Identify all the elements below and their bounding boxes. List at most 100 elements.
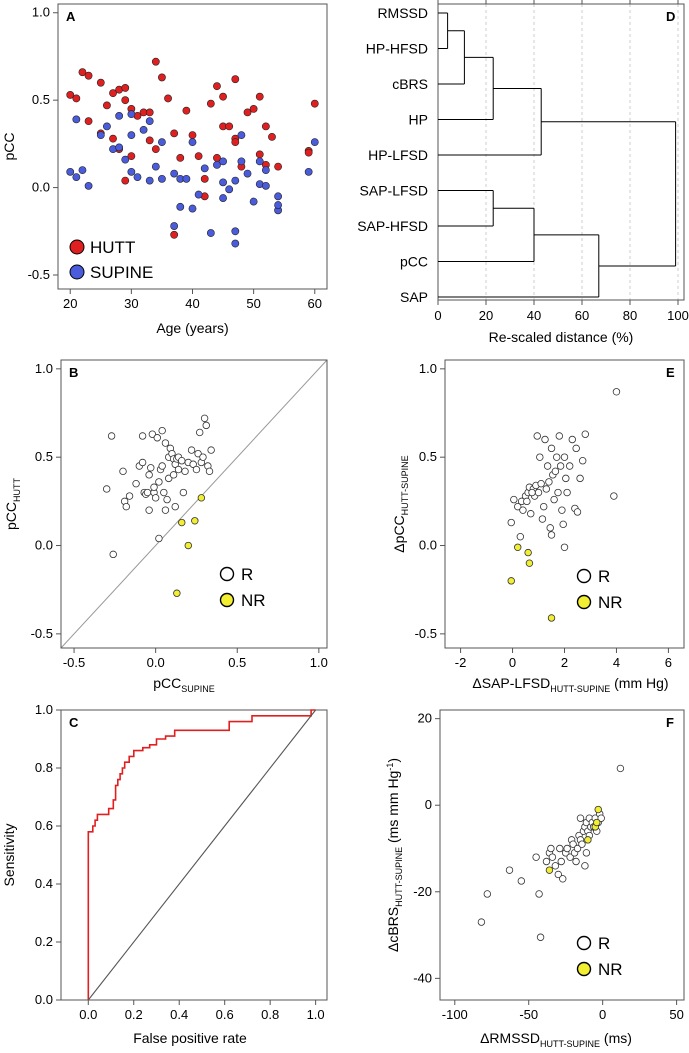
panel-c-xtick-label: 0.8 <box>261 1007 279 1022</box>
panel-a-point-hutt <box>200 174 209 183</box>
panel-b-identity-line <box>60 359 328 649</box>
panel-d-xtick-label: 0 <box>434 308 441 323</box>
panel-f-point-r <box>542 857 551 866</box>
panel-b-point-r <box>148 430 157 438</box>
panel-b-legend-r-label: R <box>241 565 253 584</box>
panel-c-xtick-label: 0.2 <box>125 1007 143 1022</box>
panel-a-point-supine <box>243 169 252 178</box>
panel-e-point-r <box>551 467 560 476</box>
panel-e-point-r <box>547 444 556 453</box>
panel-a-point-supine <box>219 178 227 187</box>
panel-b-point-r <box>169 471 178 479</box>
panel-e-legend-nr-marker <box>576 594 592 610</box>
panel-f-legend-r-label: R <box>598 934 610 953</box>
panel-e-point-r <box>534 488 543 497</box>
panel-d-leaf-label: SAP <box>400 289 428 305</box>
panel-e-point-r <box>523 497 531 506</box>
panel-e-point-r <box>537 479 545 488</box>
panel-e-point-r <box>578 457 587 465</box>
panel-a-point-supine <box>170 169 179 178</box>
panel-b-point-r <box>163 495 171 504</box>
panel-a-point-supine <box>219 157 227 166</box>
panel-a-point-supine <box>139 125 148 134</box>
panel-b-point-r <box>192 465 201 474</box>
panel-c-line-roc <box>87 709 316 1000</box>
panel-e-point-r <box>555 432 564 440</box>
panel-f-point-nr <box>584 836 592 844</box>
panel-a-xlabel: Age (years) <box>156 320 228 336</box>
panel-f-xtick-label: 0 <box>599 1007 606 1022</box>
panel-a-point-supine <box>145 117 154 126</box>
panel-b-xlabel: pCCSUPINE <box>153 675 215 694</box>
panel-e-point-r <box>572 444 580 453</box>
panel-a-point-hutt <box>304 148 313 157</box>
panel-b-point-r <box>161 506 170 514</box>
panel-b-point-r <box>145 506 153 514</box>
panel-b-point-r <box>151 494 160 502</box>
panel-e-legend-nr-label: NR <box>598 593 623 612</box>
panel-d-xtick-label: 80 <box>623 308 637 323</box>
panel-f-point-r <box>517 877 526 885</box>
panel-e-xtick-label: 2 <box>561 655 568 670</box>
panel-e-point-nr <box>525 559 534 567</box>
panel-e-point-r <box>612 388 621 396</box>
panel-c-xtick-label: 0.0 <box>79 1007 97 1022</box>
panel-a-point-supine <box>304 167 313 176</box>
panel-b-point-r <box>165 474 173 483</box>
panel-a-point-supine <box>176 202 185 211</box>
panel-a-point-supine <box>188 204 197 213</box>
panel-a-point-supine <box>206 229 215 237</box>
panel-e-point-r <box>559 520 567 529</box>
panel-e-point-r <box>581 430 589 438</box>
panel-a-point-supine <box>145 176 154 185</box>
panel-e-xtick-label: 6 <box>665 655 672 670</box>
panel-f-point-r <box>532 853 540 861</box>
panel-f-point-r <box>536 933 545 941</box>
panel-d-xtick-label: 20 <box>479 308 493 323</box>
panel-e-point-r <box>547 531 556 539</box>
panel-b-point-r <box>155 534 163 543</box>
panel-a-point-hutt <box>103 101 111 110</box>
panel-a-point-supine <box>194 190 203 199</box>
panel-b-point-r <box>161 439 170 447</box>
panel-a-point-hutt <box>182 106 191 115</box>
panel-a-ytick-label: -0.5 <box>28 267 50 282</box>
panel-a-point-supine <box>115 143 124 152</box>
panel-a-point-hutt <box>66 91 75 99</box>
panel-a-point-hutt <box>121 84 130 92</box>
panel-a-point-hutt <box>127 152 136 161</box>
panel-c-ytick-label: 0.6 <box>35 818 53 833</box>
panel-e-point-r <box>562 474 570 483</box>
panel-b-point-r <box>147 464 155 472</box>
panel-label-D: D <box>666 9 675 24</box>
panel-e-point-r <box>519 506 527 514</box>
panel-f-point-r <box>505 866 514 874</box>
panel-f-legend-r-marker <box>576 935 592 951</box>
panel-a-point-hutt <box>121 176 130 185</box>
panel-d-xlabel: Re-scaled distance (%) <box>489 329 634 345</box>
panel-e-point-nr <box>514 543 522 551</box>
panel-b-point-nr <box>197 494 206 502</box>
panel-b-xtick-label: 0.0 <box>147 655 165 670</box>
panel-c-frame <box>60 709 328 1001</box>
panel-f-point-r <box>572 857 580 866</box>
panel-a-point-hutt <box>84 71 93 80</box>
panel-c: 0.0 0.2 0.4 0.6 0.8 1.0 0.0 0.2 0.4 0.6 0.8 1.0 C Fal… <box>1 702 328 1046</box>
panel-b-point-r <box>171 502 179 511</box>
panel-e-point-r <box>560 453 569 461</box>
panel-f-point-r <box>547 844 555 853</box>
panel-label-B: B <box>69 365 78 380</box>
panel-b-point-nr <box>178 518 186 527</box>
panel-e-point-r <box>543 462 552 470</box>
panel-a-point-supine <box>133 173 142 181</box>
panel-e-legend-r-label: R <box>598 567 610 586</box>
panel-b-point-r <box>205 467 214 476</box>
panel-b-point-r <box>150 483 158 491</box>
panel-b-xtick-label: -0.5 <box>63 655 85 670</box>
panel-label-A: A <box>66 9 76 24</box>
panel-a-xtick-label: 40 <box>185 296 199 311</box>
panel-b-legend-r-marker <box>219 566 235 582</box>
panel-a-point-hutt <box>194 152 203 161</box>
panel-f-xlabel: ΔRMSSDHUTT-SUPINE (ms) <box>480 1030 632 1049</box>
panel-a: 20 30 40 50 60 -0.5 0.0 0.5 1.0 A HUTT SUPINE Age (y… <box>1 3 328 336</box>
